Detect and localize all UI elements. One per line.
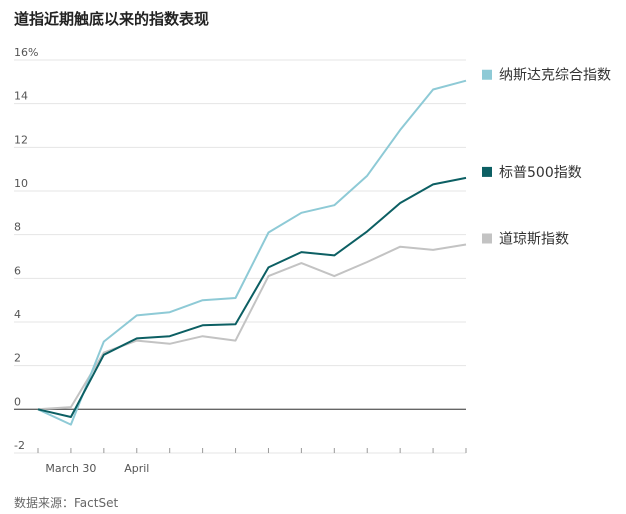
x-tick-label: April (124, 462, 149, 475)
legend-swatch (482, 69, 492, 80)
series-line (37, 176, 467, 418)
y-tick-label: 10 (14, 177, 28, 190)
legend-label: 纳斯达克综合指数 (499, 68, 611, 84)
y-tick-label: -2 (14, 439, 25, 452)
y-tick-label: 2 (14, 352, 21, 365)
legend-swatch (482, 233, 492, 244)
y-tick-label: 16% (14, 46, 38, 59)
series-line (37, 79, 467, 426)
legend-swatch (482, 166, 492, 177)
y-tick-label: 8 (14, 221, 21, 234)
legend-label: 标普500指数 (499, 165, 582, 181)
chart-title: 道指近期触底以来的指数表现 (14, 10, 210, 28)
y-tick-label: 14 (14, 90, 28, 103)
y-tick-label: 6 (14, 264, 21, 277)
y-tick-label: 0 (14, 395, 21, 408)
y-tick-label: 12 (14, 133, 28, 146)
source-note: 数据来源：FactSet (14, 496, 119, 510)
x-tick-label: March 30 (45, 462, 96, 475)
legend-label: 道琼斯指数 (499, 231, 569, 247)
y-tick-label: 4 (14, 308, 21, 321)
series-line (37, 243, 467, 411)
